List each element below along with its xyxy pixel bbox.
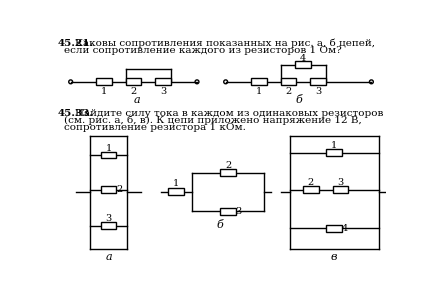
Text: 1: 1: [173, 179, 179, 188]
Text: 2: 2: [130, 87, 136, 96]
Text: а: а: [134, 95, 141, 105]
Text: 45.33.: 45.33.: [57, 109, 94, 118]
Text: Каковы сопротивления показанных на рис. а, б цепей,: Каковы сопротивления показанных на рис. …: [76, 39, 375, 48]
Text: 2: 2: [285, 87, 292, 96]
Text: 2: 2: [308, 178, 314, 187]
Text: 3: 3: [315, 87, 321, 96]
Bar: [303, 186, 319, 193]
Text: 3: 3: [337, 178, 344, 187]
Text: 3: 3: [236, 207, 242, 216]
Bar: [326, 225, 342, 232]
Text: 4: 4: [342, 224, 348, 233]
Bar: [168, 189, 184, 195]
Bar: [251, 78, 267, 85]
Text: (см. рис. а, б, в). К цепи приложено напряжение 12 В,: (см. рис. а, б, в). К цепи приложено нап…: [64, 116, 362, 125]
Text: 1: 1: [256, 87, 262, 96]
Text: сопротивление резистора 1 кОм.: сопротивление резистора 1 кОм.: [64, 123, 246, 132]
Bar: [296, 61, 311, 68]
Bar: [126, 78, 141, 85]
Bar: [332, 186, 348, 193]
Text: 2: 2: [225, 161, 231, 170]
Text: 4: 4: [300, 54, 306, 63]
Text: Найдите силу тока в каждом из одинаковых резисторов: Найдите силу тока в каждом из одинаковых…: [76, 109, 384, 118]
Text: в: в: [331, 252, 338, 263]
Bar: [220, 208, 236, 215]
Text: 1: 1: [106, 143, 112, 153]
Bar: [101, 186, 116, 193]
Text: б: б: [216, 220, 223, 230]
Bar: [326, 149, 342, 156]
Text: 3: 3: [106, 214, 112, 223]
Text: 2: 2: [116, 185, 123, 194]
Bar: [310, 78, 326, 85]
Bar: [281, 78, 296, 85]
Bar: [101, 222, 116, 229]
Bar: [101, 151, 116, 159]
Text: 1: 1: [101, 87, 107, 96]
Text: б: б: [295, 95, 302, 105]
Text: а: а: [106, 252, 112, 263]
Bar: [220, 169, 236, 176]
Text: 1: 1: [331, 141, 337, 150]
Text: 45.21.: 45.21.: [57, 39, 94, 48]
Text: 3: 3: [160, 87, 166, 96]
Bar: [96, 78, 112, 85]
Text: если сопротивление каждого из резисторов 1 Ом?: если сопротивление каждого из резисторов…: [64, 46, 342, 55]
Bar: [155, 78, 171, 85]
